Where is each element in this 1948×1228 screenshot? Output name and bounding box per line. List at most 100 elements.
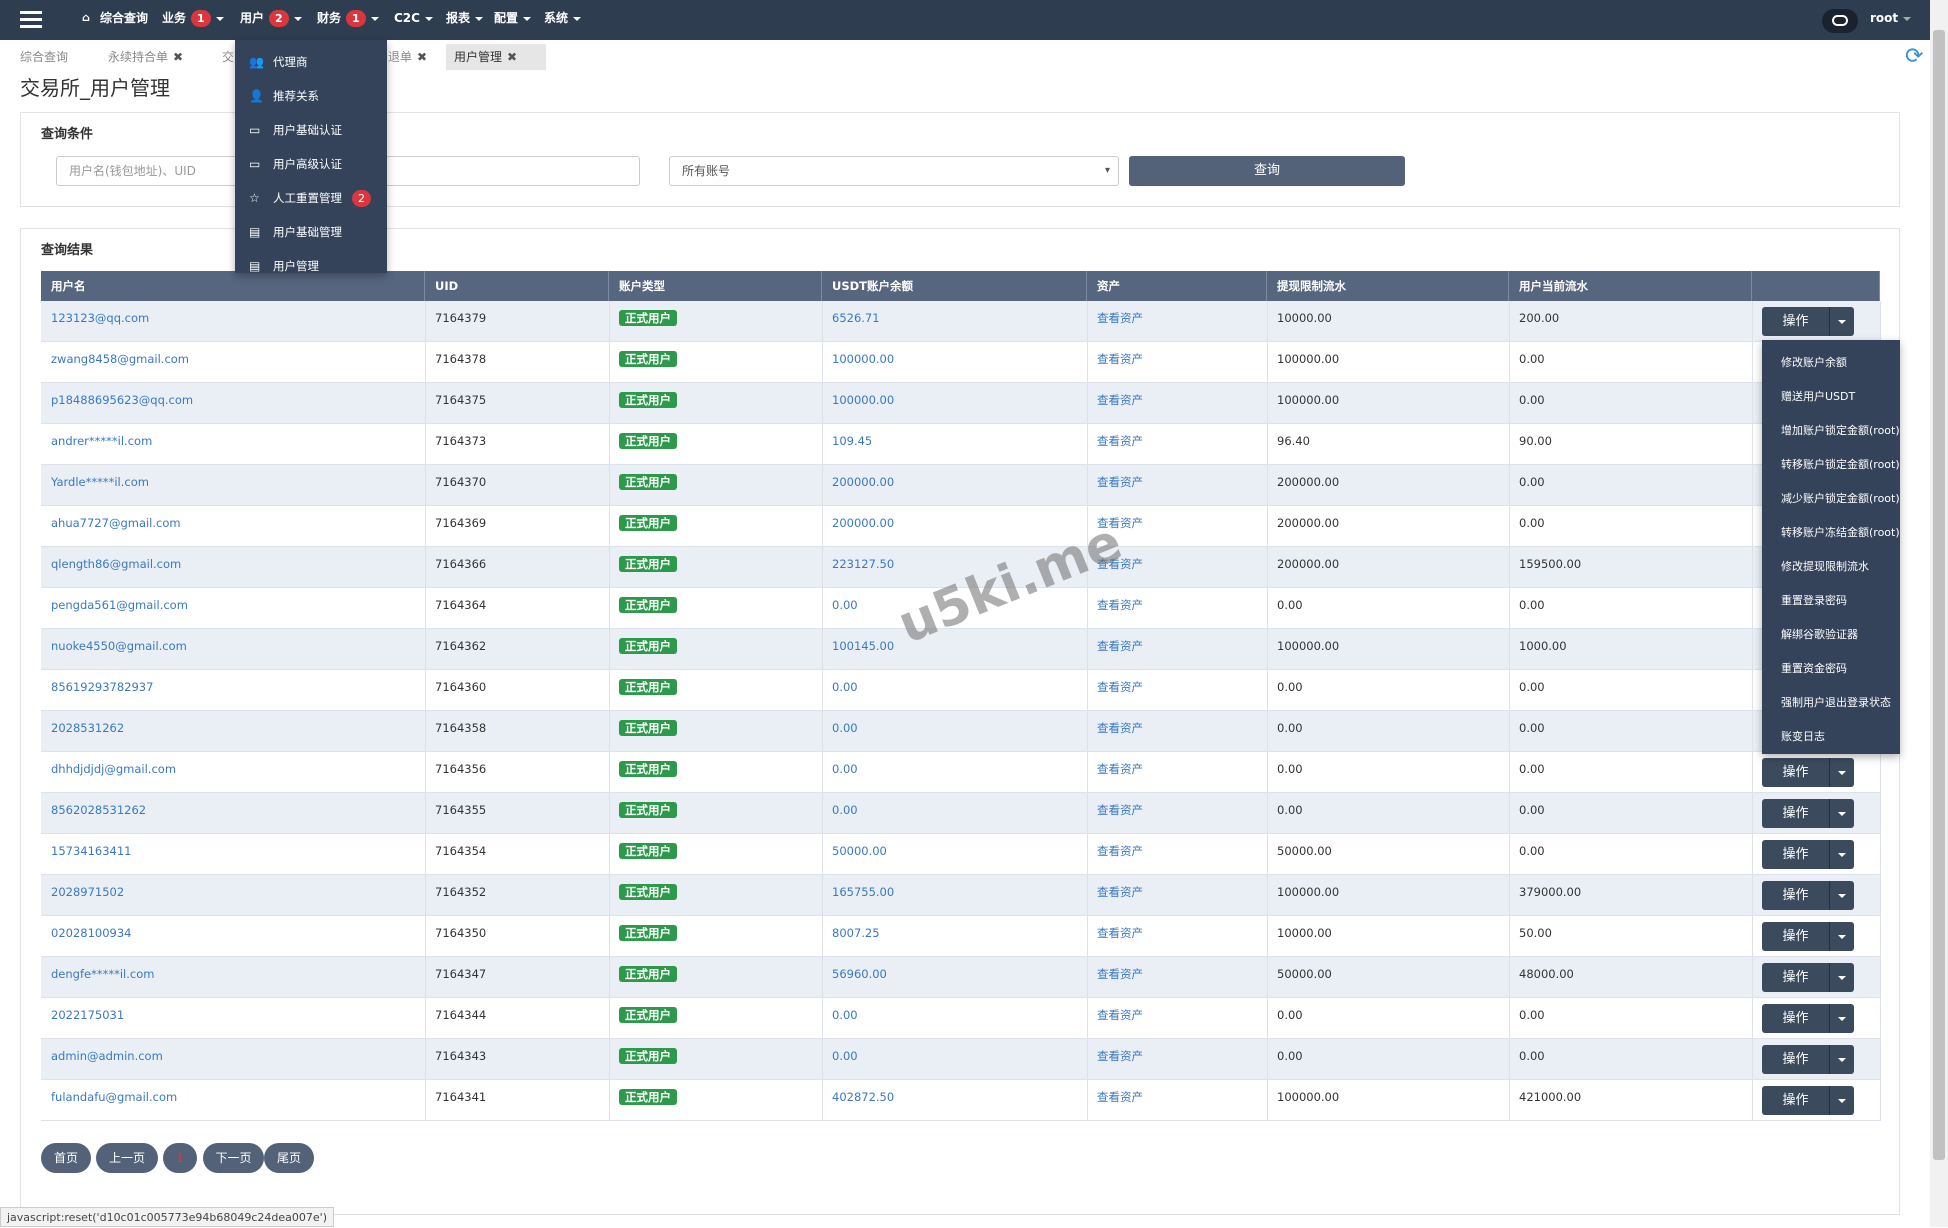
view-assets[interactable]: 查看资产: [1097, 1008, 1143, 1022]
nav-label: 系统: [544, 11, 569, 25]
action-item[interactable]: 强制用户退出登录状态: [1781, 696, 1891, 709]
menu-item[interactable]: 👤 推荐关系: [235, 79, 387, 113]
action-button[interactable]: 操作: [1762, 799, 1854, 828]
uid: 7164366: [435, 557, 487, 571]
current-flow: 90.00: [1519, 434, 1552, 448]
action-item[interactable]: 增加账户锁定金额(root): [1781, 424, 1900, 437]
action-button[interactable]: 操作: [1762, 922, 1854, 951]
view-assets[interactable]: 查看资产: [1097, 762, 1143, 776]
action-button[interactable]: 操作: [1762, 307, 1854, 336]
nav-item[interactable]: 用户 2: [240, 0, 302, 40]
action-item[interactable]: 解绑谷歌验证器: [1781, 628, 1858, 641]
query-button[interactable]: 查询: [1129, 156, 1405, 186]
view-assets[interactable]: 查看资产: [1097, 926, 1143, 940]
username[interactable]: 2028971502: [51, 885, 125, 899]
nav-item[interactable]: 系统: [544, 0, 582, 40]
view-assets[interactable]: 查看资产: [1097, 1049, 1143, 1063]
view-assets[interactable]: 查看资产: [1097, 680, 1143, 694]
tab[interactable]: 综合查询: [12, 44, 76, 70]
nav-item[interactable]: C2C: [394, 0, 433, 40]
view-assets[interactable]: 查看资产: [1097, 598, 1143, 612]
page-button[interactable]: 首页: [41, 1143, 91, 1173]
username[interactable]: 15734163411: [51, 844, 132, 858]
username[interactable]: ahua7727@gmail.com: [51, 516, 181, 530]
username[interactable]: fulandafu@gmail.com: [51, 1090, 178, 1104]
username[interactable]: 85619293782937: [51, 680, 154, 694]
menu-icon: 👤: [249, 89, 264, 103]
page-button[interactable]: 下一页: [203, 1143, 264, 1173]
username[interactable]: 02028100934: [51, 926, 132, 940]
action-button[interactable]: 操作: [1762, 1045, 1854, 1074]
username[interactable]: admin@admin.com: [51, 1049, 163, 1063]
action-item[interactable]: 转移账户冻结金额(root): [1781, 526, 1900, 539]
account-select[interactable]: 所有账号 ▾: [669, 156, 1119, 186]
username[interactable]: 2028531262: [51, 721, 125, 735]
view-assets[interactable]: 查看资产: [1097, 721, 1143, 735]
action-button[interactable]: 操作: [1762, 963, 1854, 992]
username[interactable]: andrer*****il.com: [51, 434, 153, 448]
tab[interactable]: 用户管理 ✖: [446, 44, 546, 70]
username[interactable]: p18488695623@qq.com: [51, 393, 194, 407]
username[interactable]: 123123@qq.com: [51, 311, 150, 325]
view-assets[interactable]: 查看资产: [1097, 885, 1143, 899]
view-assets[interactable]: 查看资产: [1097, 434, 1143, 448]
page-button[interactable]: 1: [163, 1143, 197, 1173]
username[interactable]: Yardle*****il.com: [51, 475, 149, 489]
action-button[interactable]: 操作: [1762, 1086, 1854, 1115]
tab[interactable]: 退单 ✖: [380, 44, 435, 70]
tab[interactable]: 永续持合单 ✖: [100, 44, 191, 70]
action-item[interactable]: 赠送用户USDT: [1781, 390, 1856, 403]
action-button[interactable]: 操作: [1762, 1004, 1854, 1033]
view-assets[interactable]: 查看资产: [1097, 311, 1143, 325]
menu-item[interactable]: ▭ 用户高级认证: [235, 147, 387, 181]
action-item[interactable]: 修改提现限制流水: [1781, 560, 1869, 573]
action-button[interactable]: 操作: [1762, 758, 1854, 787]
view-assets[interactable]: 查看资产: [1097, 393, 1143, 407]
view-assets[interactable]: 查看资产: [1097, 803, 1143, 817]
tab-label: 用户管理: [454, 50, 503, 64]
action-item[interactable]: 重置资金密码: [1781, 662, 1847, 675]
action-item[interactable]: 重置登录密码: [1781, 594, 1847, 607]
view-assets[interactable]: 查看资产: [1097, 1090, 1143, 1104]
menu-item[interactable]: 👥 代理商: [235, 45, 387, 79]
username[interactable]: zwang8458@gmail.com: [51, 352, 189, 366]
view-assets[interactable]: 查看资产: [1097, 639, 1143, 653]
nav-item[interactable]: 报表: [446, 0, 484, 40]
type-tag: 正式用户: [619, 966, 677, 982]
menu-item[interactable]: ▤ 用户基础管理: [235, 215, 387, 249]
menu-toggle[interactable]: [20, 11, 42, 29]
username[interactable]: qlength86@gmail.com: [51, 557, 182, 571]
chat-icon[interactable]: [1822, 9, 1858, 33]
menu-item[interactable]: ▭ 用户基础认证: [235, 113, 387, 147]
tab[interactable]: 交: [214, 44, 242, 70]
action-item[interactable]: 减少账户锁定金额(root): [1781, 492, 1900, 505]
user-menu[interactable]: root: [1870, 0, 1912, 40]
page-button[interactable]: 尾页: [264, 1143, 314, 1173]
username[interactable]: pengda561@gmail.com: [51, 598, 188, 612]
username[interactable]: 8562028531262: [51, 803, 147, 817]
username[interactable]: 2022175031: [51, 1008, 125, 1022]
action-item[interactable]: 转移账户锁定金额(root): [1781, 458, 1900, 471]
action-item[interactable]: 账变日志: [1781, 730, 1825, 743]
action-button[interactable]: 操作: [1762, 881, 1854, 910]
nav-item[interactable]: 配置: [494, 0, 532, 40]
nav-item[interactable]: 业务 1: [162, 0, 224, 40]
action-item[interactable]: 修改账户余额: [1781, 356, 1847, 369]
view-assets[interactable]: 查看资产: [1097, 967, 1143, 981]
view-assets[interactable]: 查看资产: [1097, 844, 1143, 858]
col-divider: [1509, 547, 1510, 588]
menu-item[interactable]: ▤ 用户管理: [235, 249, 387, 283]
page-button[interactable]: 上一页: [96, 1143, 158, 1173]
username[interactable]: dhhdjdjdj@gmail.com: [51, 762, 177, 776]
menu-item[interactable]: ☆ 人工重置管理 2: [235, 181, 387, 215]
username[interactable]: nuoke4550@gmail.com: [51, 639, 187, 653]
action-button[interactable]: 操作: [1762, 840, 1854, 869]
nav-item[interactable]: 综合查询: [100, 0, 148, 40]
view-assets[interactable]: 查看资产: [1097, 516, 1143, 530]
refresh-icon[interactable]: ⟳: [1905, 44, 1924, 69]
nav-item[interactable]: 财务 1: [317, 0, 379, 40]
username[interactable]: dengfe*****il.com: [51, 967, 155, 981]
view-assets[interactable]: 查看资产: [1097, 352, 1143, 366]
view-assets[interactable]: 查看资产: [1097, 557, 1143, 571]
view-assets[interactable]: 查看资产: [1097, 475, 1143, 489]
